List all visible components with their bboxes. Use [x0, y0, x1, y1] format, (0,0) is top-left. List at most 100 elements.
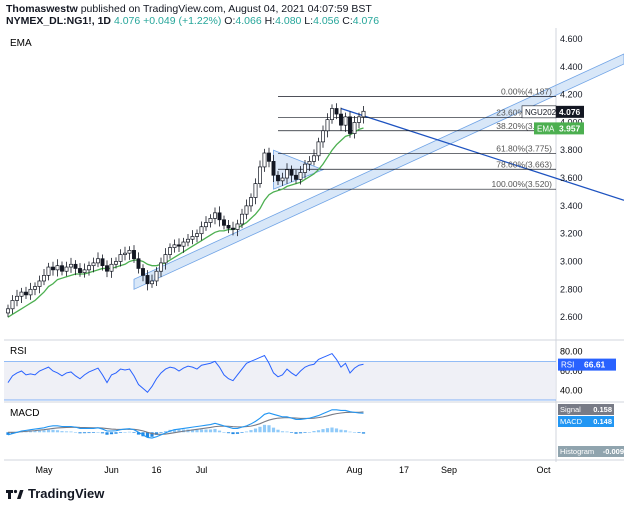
candle-body — [231, 227, 235, 230]
macd-histogram-bar — [316, 430, 321, 433]
fib-level-label: 78.60%(3.663) — [496, 159, 552, 169]
macd-histogram-bar — [325, 428, 330, 433]
candle-body — [348, 116, 352, 134]
macd-histogram-bar — [145, 432, 150, 438]
rsi-tag-value: 66.61 — [584, 360, 606, 370]
rising-channel[interactable] — [133, 53, 624, 290]
candle-body — [141, 268, 145, 276]
macd-histogram-bar — [33, 430, 37, 433]
macd-histogram-bar — [222, 432, 226, 433]
macd-histogram-bar — [298, 432, 303, 434]
fib-level-label: 0.00%(4.187) — [501, 86, 552, 96]
rsi-line — [7, 352, 364, 393]
candle-body — [204, 222, 208, 228]
macd-histogram-bar — [73, 432, 78, 433]
candle-body — [186, 238, 190, 243]
descending-trendline[interactable] — [340, 107, 624, 201]
chart-canvas[interactable]: 0.00%(4.187)23.60%(4.034)38.20%(3.940)61… — [0, 0, 624, 480]
macd-histogram-bar — [204, 429, 208, 433]
macd-tag-value: 0.148 — [593, 417, 612, 426]
candle-body — [339, 113, 343, 126]
candle-body — [51, 266, 55, 271]
price-tick-label: 3.600 — [560, 173, 583, 183]
candle-body — [64, 266, 69, 272]
candle-body — [361, 110, 366, 118]
candle-body — [114, 261, 118, 265]
macd-histogram-bar — [361, 432, 366, 434]
candle-body — [82, 269, 87, 273]
macd-histogram-bar — [235, 432, 240, 434]
brand-name: TradingView — [28, 486, 105, 501]
macd-histogram-bar — [307, 432, 312, 433]
x-tick-label: Jun — [104, 465, 119, 475]
macd-histogram-bar — [352, 432, 357, 433]
ohlc-o: O:4.066 — [224, 15, 262, 27]
macd-histogram-bar — [105, 432, 109, 435]
macd-histogram-bar — [231, 432, 235, 435]
candle-body — [136, 258, 141, 269]
candle-body — [145, 275, 150, 285]
macd-histogram-bar — [150, 432, 154, 437]
candle-body — [33, 286, 37, 290]
tradingview-logo-icon — [6, 489, 24, 499]
macd-histogram-bar — [280, 431, 285, 433]
macd-histogram-bar — [69, 431, 73, 433]
macd-histogram-bar — [6, 432, 10, 435]
macd-histogram-bar — [271, 427, 276, 433]
symbol: NYMEX_DL:NG1!, 1D — [6, 15, 112, 27]
candle-body — [271, 161, 276, 176]
macd-histogram-bar — [199, 429, 204, 433]
x-tick-label: 17 — [399, 465, 409, 475]
rsi-tag-label: RSI — [561, 361, 574, 370]
macd-signal-line — [8, 411, 364, 435]
price-tick-label: 3.400 — [560, 201, 583, 211]
candle-body — [55, 265, 60, 271]
macd-histogram-bar — [321, 429, 325, 433]
macd-histogram-bar — [82, 432, 87, 434]
candle-body — [199, 226, 204, 235]
ema-line — [7, 127, 364, 318]
ema-tag-value: 3.957 — [559, 123, 581, 133]
x-tick-label: Jul — [196, 465, 208, 475]
header-line-1: Thomaswestw published on TradingView.com… — [6, 3, 372, 15]
price-tick-label: 2.600 — [560, 312, 583, 322]
macd-histogram-bar — [357, 432, 361, 433]
candle-body — [222, 219, 226, 226]
macd-line — [7, 409, 364, 439]
macd-tag-label: Signal — [560, 405, 581, 414]
ohlc-h: H:4.080 — [264, 15, 302, 27]
candle-body — [168, 247, 172, 255]
x-tick-label: Oct — [536, 465, 551, 475]
candle-body — [96, 258, 100, 264]
candle-body — [217, 212, 222, 221]
macd-histogram-bar — [276, 429, 280, 433]
candle-body — [15, 295, 19, 301]
macd-histogram-bar — [208, 429, 213, 433]
candle-body — [208, 218, 213, 223]
macd-histogram-bar — [312, 431, 316, 433]
macd-histogram-bar — [213, 428, 217, 433]
candle-body — [150, 280, 154, 285]
macd-histogram-bar — [136, 432, 141, 435]
macd-histogram-bar — [96, 432, 100, 433]
pane-label-macd: MACD — [10, 408, 39, 419]
fib-level-label: 61.80%(3.775) — [496, 144, 552, 154]
candle-body — [235, 223, 240, 230]
candle-body — [19, 291, 24, 297]
candle-body — [258, 166, 262, 184]
x-tick-label: Sep — [441, 465, 457, 475]
candle-body — [163, 254, 168, 264]
last-price-tag-value: 4.076 — [559, 107, 581, 117]
candle-body — [154, 270, 159, 282]
macd-histogram-bar — [190, 429, 195, 433]
tradingview-logo[interactable]: TradingView — [6, 486, 104, 501]
macd-histogram-bar — [289, 432, 294, 433]
price-tick-label: 4.600 — [560, 34, 583, 44]
macd-histogram-bar — [249, 430, 253, 433]
macd-histogram-bar — [177, 429, 181, 433]
macd-histogram-bar — [163, 431, 168, 433]
candle-body — [123, 252, 127, 255]
candle-body — [321, 130, 325, 143]
rsi-tick-label: 80.00 — [560, 347, 583, 357]
macd-histogram-bar — [109, 432, 114, 435]
